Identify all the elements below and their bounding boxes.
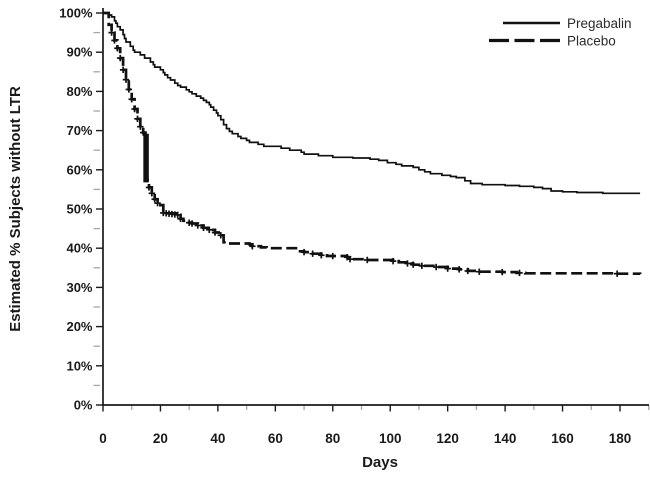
y-tick-label: 50% — [66, 202, 92, 217]
x-tick-label: 100 — [379, 431, 402, 446]
legend-label-pregabalin: Pregabalin — [567, 16, 632, 31]
y-tick-label: 0% — [74, 398, 93, 413]
x-axis-ticks — [102, 405, 650, 412]
legend: Pregabalin Placebo — [489, 16, 632, 49]
legend-label-placebo: Placebo — [567, 34, 616, 49]
y-tick-label: 90% — [66, 45, 92, 60]
x-axis-title: Days — [362, 454, 398, 471]
x-tick-label: 60 — [268, 431, 283, 446]
y-tick-label: 70% — [66, 123, 92, 138]
x-tick-label: 120 — [436, 431, 459, 446]
y-axis-title: Estimated % Subjects without LTR — [7, 86, 24, 332]
y-tick-label: 100% — [59, 6, 93, 21]
x-tick-label: 180 — [609, 431, 632, 446]
y-tick-label: 60% — [66, 162, 92, 177]
y-axis-ticks — [93, 12, 103, 406]
y-axis-labels: 100% 90% 80% 70% 60% 50% 40% 30% 20% 10% 0% — [59, 6, 93, 413]
x-axis-labels: 0 20 40 60 80 100 120 140 160 180 — [99, 431, 631, 446]
x-tick-label: 80 — [325, 431, 340, 446]
x-tick-label: 20 — [153, 431, 168, 446]
y-tick-label: 40% — [66, 241, 92, 256]
x-tick-label: 160 — [551, 431, 574, 446]
x-tick-label: 0 — [99, 431, 107, 446]
y-tick-label: 20% — [66, 319, 92, 334]
y-tick-label: 80% — [66, 84, 92, 99]
series-pregabalin-curve — [103, 12, 641, 195]
y-tick-label: 30% — [66, 280, 92, 295]
series-lines — [103, 11, 642, 276]
placebo-censor-marks — [108, 29, 621, 277]
x-tick-label: 40 — [210, 431, 225, 446]
x-tick-label: 140 — [494, 431, 517, 446]
series-placebo-curve — [103, 11, 642, 276]
y-tick-label: 10% — [66, 358, 92, 373]
